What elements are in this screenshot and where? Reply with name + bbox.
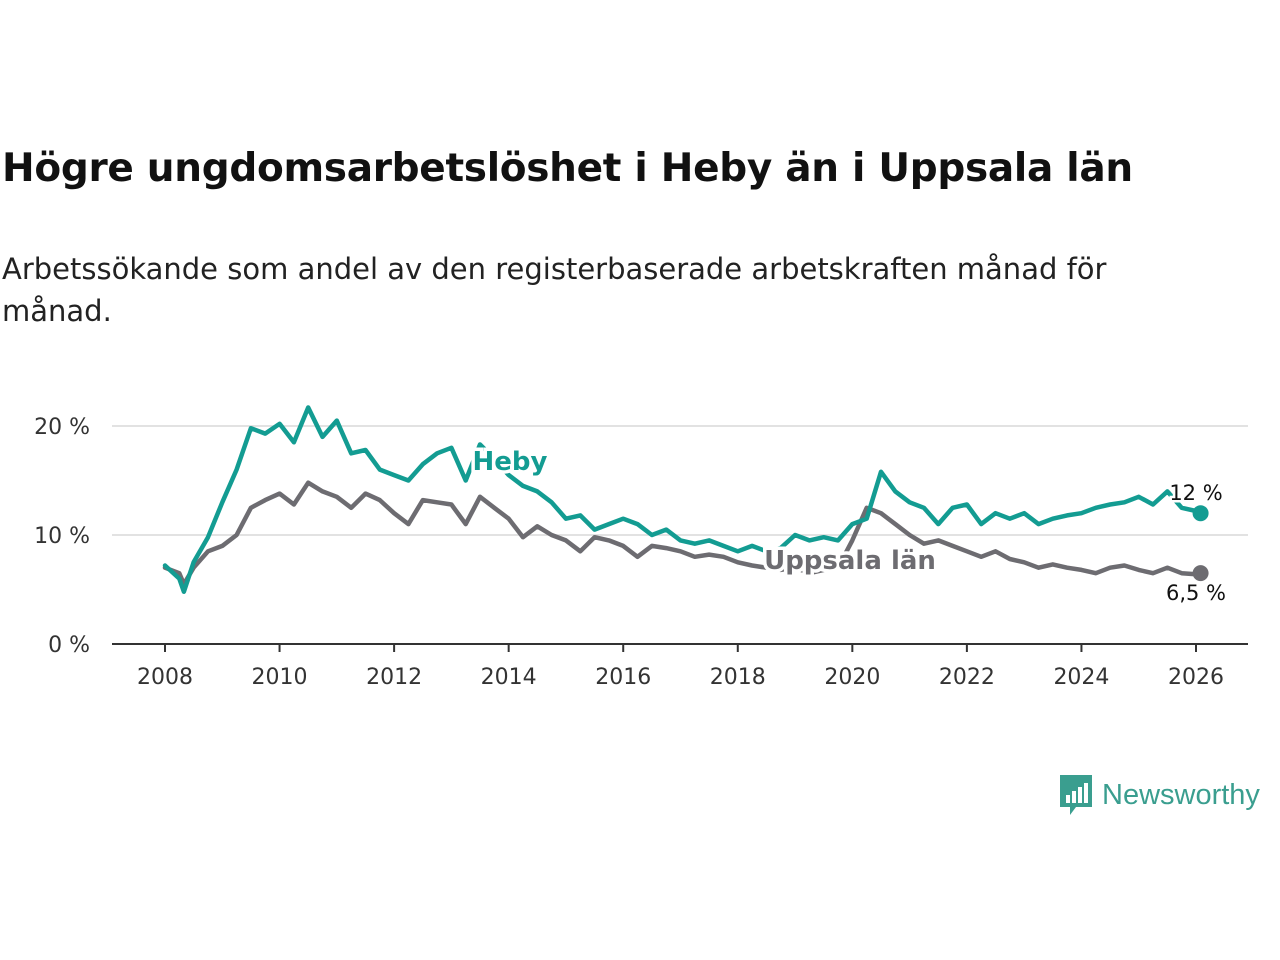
series-label-heby: Heby — [473, 447, 548, 477]
end-value-label-heby: 12 % — [1169, 481, 1222, 505]
end-point-heby — [1192, 505, 1209, 522]
x-tick-label: 2016 — [595, 665, 651, 690]
line-chart: 0 % 10 % 20 % 2008 2010 2012 2014 2016 2018 2020 2… — [34, 405, 1248, 690]
newsworthy-brand[interactable]: Newsworthy — [1058, 772, 1260, 818]
y-tick-label: 10 % — [34, 524, 90, 549]
x-tick-label: 2022 — [939, 665, 995, 690]
newsworthy-logo-icon — [1060, 775, 1092, 815]
x-tick-label: 2010 — [252, 665, 308, 690]
x-tick-label: 2008 — [137, 665, 193, 690]
x-tick-label: 2020 — [824, 665, 880, 690]
end-value-label-uppsala-lan: 6,5 % — [1166, 581, 1226, 605]
y-tick-label: 20 % — [34, 415, 90, 440]
series-line-heby — [162, 405, 1203, 594]
series-line-uppsala-lan — [162, 480, 1203, 587]
x-tick-label: 2024 — [1053, 665, 1109, 690]
end-point-uppsala-lan — [1192, 565, 1209, 582]
series-label-uppsala-lan: Uppsala län — [764, 546, 936, 576]
brand-name: Newsworthy — [1102, 778, 1260, 811]
chart-title: Högre ungdomsarbetslöshet i Heby än i Up… — [2, 146, 1133, 191]
x-tick-label: 2012 — [366, 665, 422, 690]
y-tick-label: 0 % — [48, 633, 90, 658]
x-tick-label: 2026 — [1168, 665, 1224, 690]
chart-subtitle: Arbetssökande som andel av den registerb… — [2, 252, 1107, 328]
x-tick-label: 2018 — [710, 665, 766, 690]
x-tick-label: 2014 — [481, 665, 537, 690]
